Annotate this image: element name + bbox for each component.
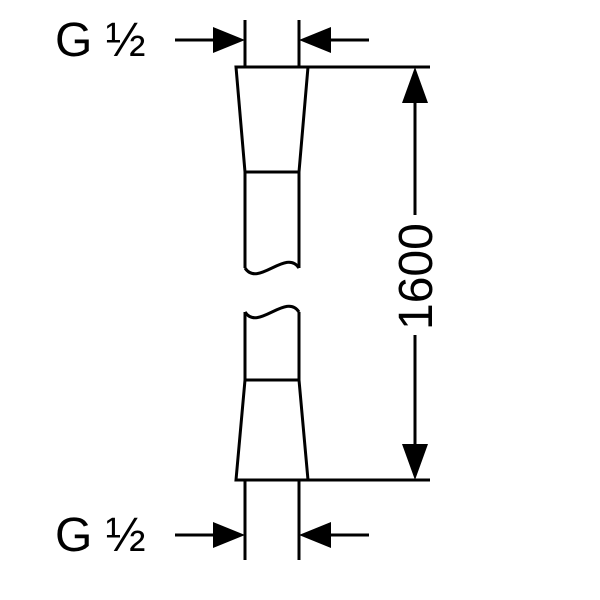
dimension-width-top xyxy=(175,27,369,53)
hose-top-thread xyxy=(245,20,299,67)
label-thread-top: G ½ xyxy=(55,14,146,67)
dimension-width-bottom xyxy=(175,522,369,548)
hose-tube-upper xyxy=(245,172,299,274)
label-thread-bottom: G ½ xyxy=(55,509,146,562)
hose-bottom-nut xyxy=(236,380,308,480)
technical-drawing: G ½ G ½ 1600 xyxy=(0,0,600,600)
hose-tube-lower xyxy=(245,306,299,380)
label-length: 1600 xyxy=(390,223,443,330)
hose-top-nut xyxy=(236,67,308,172)
hose-bottom-thread xyxy=(245,480,299,560)
